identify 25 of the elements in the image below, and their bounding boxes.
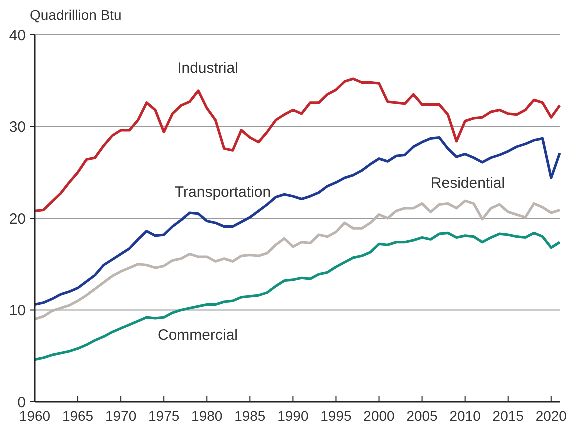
y-tick-label: 30 <box>9 119 26 136</box>
line-series <box>34 78 562 212</box>
x-tick-label: 1995 <box>320 408 352 424</box>
x-tick-label: 2005 <box>406 408 438 424</box>
x-tick-label: 1970 <box>105 408 137 424</box>
x-tick-label: 1980 <box>192 408 223 424</box>
y-tick-label: 20 <box>9 210 26 228</box>
x-tick-label: 2010 <box>450 408 482 424</box>
y-tick-label: 40 <box>9 27 26 44</box>
line-series <box>34 232 562 362</box>
x-tick-label: 2015 <box>492 408 524 424</box>
x-tick-label: 1975 <box>148 408 180 424</box>
series-label: Residential <box>430 175 506 192</box>
x-tick-label: 1990 <box>278 408 309 424</box>
series-label: Industrial <box>178 60 238 77</box>
y-tick-label: 10 <box>9 302 26 320</box>
line-series <box>34 136 562 306</box>
series-label: Transportation <box>174 184 272 201</box>
x-tick-label: 2020 <box>536 408 568 424</box>
line-series <box>34 200 562 321</box>
series-label: Commercial <box>158 327 238 344</box>
x-tick-label: 1965 <box>62 408 94 424</box>
x-tick-label: 1985 <box>234 408 266 424</box>
y-axis-title: Quadrillion Btu <box>30 7 122 23</box>
x-tick-label: 2000 <box>364 408 396 424</box>
